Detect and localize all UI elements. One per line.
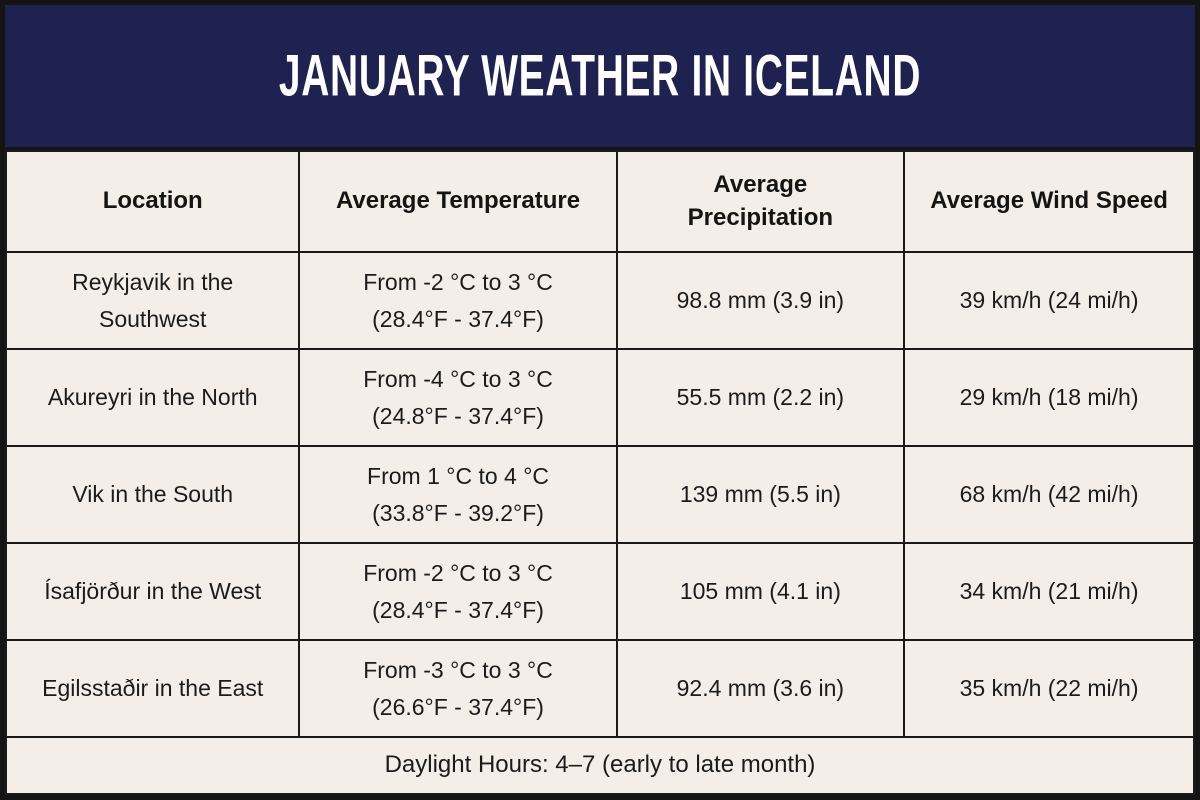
header-row: Location Average Temperature Average Pre…: [4, 150, 1195, 253]
cell-wind-speed: 35 km/h (22 mi/h): [903, 639, 1195, 738]
cell-location: Reykjavik in the Southwest: [4, 251, 301, 350]
cell-temperature: From 1 °C to 4 °C (33.8°F - 39.2°F): [298, 445, 618, 544]
daylight-hours-note: Daylight Hours: 4–7 (early to late month…: [5, 736, 1195, 795]
table-row-egilsstadir: Egilsstaðir in the East From -3 °C to 3 …: [4, 639, 1195, 738]
cell-location: Akureyri in the North: [4, 348, 301, 447]
cell-precipitation: 105 mm (4.1 in): [615, 542, 906, 641]
table-row-isafjordur: Ísafjörður in the West From -2 °C to 3 °…: [4, 542, 1195, 641]
temperature-celsius: From -3 °C to 3 °C: [363, 656, 553, 683]
table-row-akureyri: Akureyri in the North From -4 °C to 3 °C…: [4, 348, 1195, 447]
cell-precipitation: 55.5 mm (2.2 in): [615, 348, 906, 447]
table-body: Reykjavik in the Southwest From -2 °C to…: [4, 251, 1195, 738]
cell-wind-speed: 39 km/h (24 mi/h): [903, 251, 1195, 350]
cell-location: Egilsstaðir in the East: [4, 639, 301, 738]
location-label: Reykjavik in the Southwest: [72, 268, 234, 332]
title-banner: JANUARY WEATHER IN ICELAND: [5, 5, 1195, 150]
column-header-location: Location: [4, 150, 301, 253]
temperature-fahrenheit: (28.4°F - 37.4°F): [372, 596, 544, 623]
cell-precipitation: 139 mm (5.5 in): [615, 445, 906, 544]
cell-location: Vik in the South: [4, 445, 301, 544]
cell-location: Ísafjörður in the West: [4, 542, 301, 641]
table-header: Location Average Temperature Average Pre…: [4, 150, 1195, 253]
footer-row: Daylight Hours: 4–7 (early to late month…: [5, 736, 1195, 795]
page-title: JANUARY WEATHER IN ICELAND: [278, 43, 922, 109]
temperature-fahrenheit: (26.6°F - 37.4°F): [372, 693, 544, 720]
temperature-celsius: From -4 °C to 3 °C: [363, 365, 553, 392]
temperature-fahrenheit: (28.4°F - 37.4°F): [372, 305, 544, 332]
table-row-vik: Vik in the South From 1 °C to 4 °C (33.8…: [4, 445, 1195, 544]
cell-temperature: From -2 °C to 3 °C (28.4°F - 37.4°F): [298, 542, 618, 641]
column-header-temperature: Average Temperature: [298, 150, 618, 253]
table-footer: Daylight Hours: 4–7 (early to late month…: [5, 736, 1195, 795]
column-header-precipitation-label: Average Precipitation: [687, 171, 834, 231]
temperature-celsius: From 1 °C to 4 °C: [367, 462, 550, 489]
column-header-wind-speed: Average Wind Speed: [903, 150, 1195, 253]
cell-temperature: From -4 °C to 3 °C (24.8°F - 37.4°F): [298, 348, 618, 447]
location-label: Vik in the South: [72, 481, 234, 508]
cell-wind-speed: 68 km/h (42 mi/h): [903, 445, 1195, 544]
temperature-celsius: From -2 °C to 3 °C: [363, 268, 553, 295]
cell-precipitation: 92.4 mm (3.6 in): [615, 639, 906, 738]
temperature-celsius: From -2 °C to 3 °C: [363, 559, 553, 586]
column-header-precipitation: Average Precipitation: [615, 150, 906, 253]
cell-precipitation: 98.8 mm (3.9 in): [615, 251, 906, 350]
temperature-fahrenheit: (33.8°F - 39.2°F): [372, 499, 544, 526]
cell-temperature: From -3 °C to 3 °C (26.6°F - 37.4°F): [298, 639, 618, 738]
table-row-reykjavik: Reykjavik in the Southwest From -2 °C to…: [4, 251, 1195, 350]
location-label: Egilsstaðir in the East: [42, 675, 264, 702]
location-label: Akureyri in the North: [47, 384, 258, 411]
cell-wind-speed: 34 km/h (21 mi/h): [903, 542, 1195, 641]
weather-table: Location Average Temperature Average Pre…: [4, 150, 1195, 795]
location-label: Ísafjörður in the West: [44, 578, 262, 605]
cell-temperature: From -2 °C to 3 °C (28.4°F - 37.4°F): [298, 251, 618, 350]
cell-wind-speed: 29 km/h (18 mi/h): [903, 348, 1195, 447]
temperature-fahrenheit: (24.8°F - 37.4°F): [372, 402, 544, 429]
